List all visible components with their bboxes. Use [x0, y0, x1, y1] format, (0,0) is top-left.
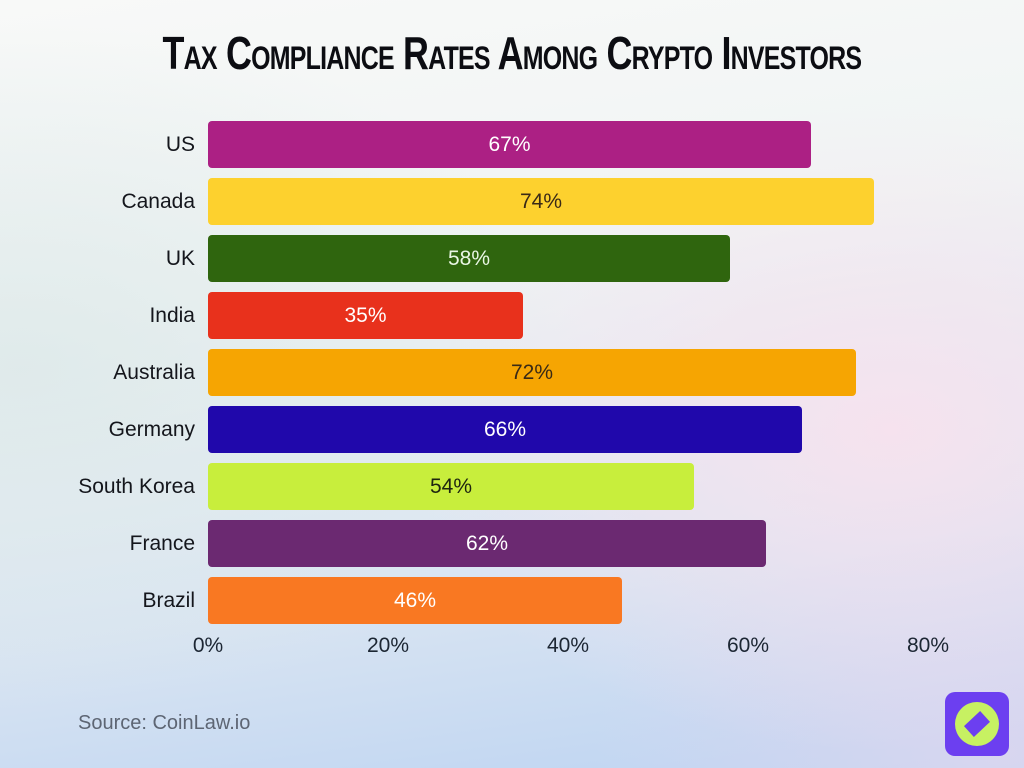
bar-south-korea: 54% [208, 463, 694, 510]
bar-brazil: 46% [208, 577, 622, 624]
value-label: 58% [447, 246, 491, 270]
value-label: 72% [510, 360, 554, 384]
x-tick-80pct: 80% [906, 634, 950, 657]
chart-row: Brazil 46% [0, 577, 1024, 624]
category-label-germany: Germany [108, 417, 195, 441]
value-label: 35% [344, 303, 387, 327]
x-tick-20pct: 20% [366, 634, 410, 657]
chart-row: South Korea 54% [0, 463, 1024, 510]
logo-diamond-icon [964, 711, 990, 737]
x-tick-0pct: 0% [192, 634, 224, 657]
bar-uk: 58% [208, 235, 730, 282]
bar-rows: US 67% Canada 74% UK 58% India 35% Australia 72% G… [0, 121, 1024, 624]
bar-us: 67% [208, 121, 811, 168]
category-label-australia: Australia [113, 360, 195, 384]
chart-row: US 67% [0, 121, 1024, 168]
chart-row: Australia 72% [0, 349, 1024, 396]
bar-track: 54% [208, 463, 928, 510]
category-label-uk: UK [165, 246, 195, 270]
x-axis: 0% 20% 40% 60% 80% [193, 634, 949, 662]
bar-track: 72% [208, 349, 928, 396]
bar-track: 46% [208, 577, 928, 624]
x-tick-60pct: 60% [726, 634, 770, 657]
source-caption: Source: CoinLaw.io [78, 712, 251, 734]
value-label: 66% [483, 417, 527, 441]
coinlaw-logo [945, 692, 1009, 756]
chart-header: Tax Compliance Rates Among Crypto Invest… [0, 26, 1024, 80]
bar-track: 66% [208, 406, 928, 453]
bar-india: 35% [208, 292, 523, 339]
chart-row: India 35% [0, 292, 1024, 339]
bar-france: 62% [208, 520, 766, 567]
category-label-canada: Canada [121, 189, 195, 213]
chart-row: Canada 74% [0, 178, 1024, 225]
chart-row: France 62% [0, 520, 1024, 567]
bar-track: 67% [208, 121, 928, 168]
category-label-brazil: Brazil [142, 588, 195, 612]
chart-row: Germany 66% [0, 406, 1024, 453]
value-label: 67% [488, 132, 531, 156]
bar-australia: 72% [208, 349, 856, 396]
category-label-us: US [165, 132, 195, 156]
category-label-france: France [129, 531, 195, 555]
chart-row: UK 58% [0, 235, 1024, 282]
value-label: 54% [429, 474, 473, 498]
bar-canada: 74% [208, 178, 874, 225]
x-tick-40pct: 40% [546, 634, 590, 657]
bar-track: 62% [208, 520, 928, 567]
logo-circle-icon [955, 702, 999, 746]
bar-track: 35% [208, 292, 928, 339]
category-label-india: India [149, 303, 195, 327]
value-label: 62% [465, 531, 509, 555]
chart-title: Tax Compliance Rates Among Crypto Invest… [162, 27, 863, 79]
bar-germany: 66% [208, 406, 802, 453]
bar-chart: US 67% Canada 74% UK 58% India 35% Australia 72% G… [0, 121, 1024, 634]
category-label-south-korea: South Korea [78, 474, 195, 498]
bar-track: 74% [208, 178, 928, 225]
value-label: 46% [393, 588, 437, 612]
value-label: 74% [519, 189, 563, 213]
bar-track: 58% [208, 235, 928, 282]
